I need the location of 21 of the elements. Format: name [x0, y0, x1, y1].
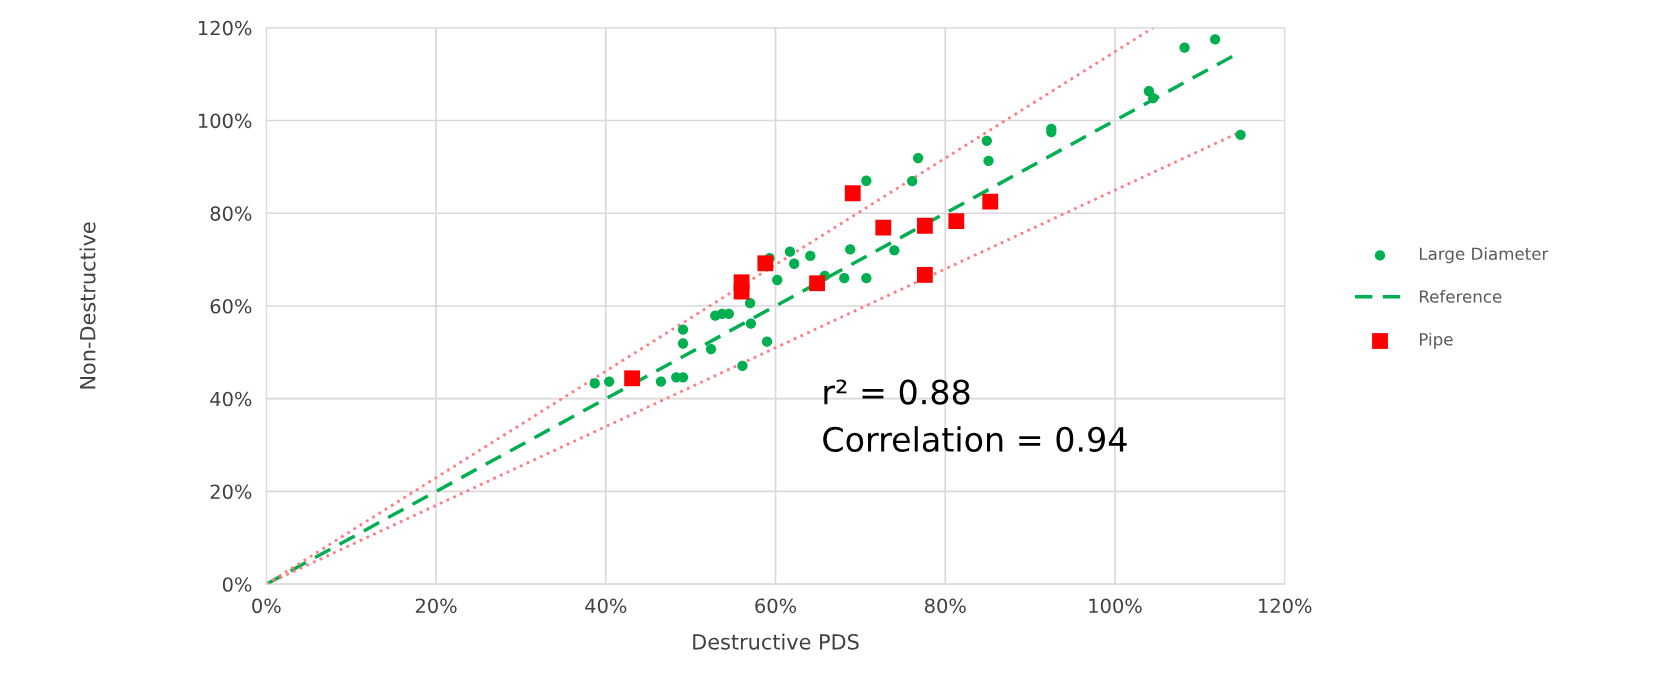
x-tick-label: 0%: [252, 598, 281, 614]
annotation: Correlation = 0.94: [823, 426, 1127, 452]
legend-label: Reference: [1419, 289, 1502, 303]
y-tick-label: 0%: [222, 577, 252, 592]
annotation: r² = 0.88: [824, 379, 970, 405]
y-tick-label: 60%: [210, 298, 252, 314]
x-tick-label: 40%: [585, 598, 627, 614]
y-tick-label: 120%: [198, 20, 252, 36]
legend-label: Large Diameter: [1419, 247, 1549, 264]
y-tick-label: 20%: [210, 484, 252, 500]
x-tick-label: 20%: [415, 598, 457, 614]
x-tick-label: 80%: [924, 598, 966, 614]
y-tick-label: 80%: [210, 206, 252, 221]
x-axis-title: Destructive PDS: [693, 633, 859, 650]
y-axis-title: Non-Destructive: [79, 222, 96, 389]
y-tick-label: 100%: [198, 113, 252, 129]
x-tick-label: 120%: [1259, 598, 1312, 614]
legend-label: Pipe: [1419, 332, 1453, 349]
x-tick-label: 60%: [755, 598, 797, 614]
y-tick-label: 40%: [210, 391, 252, 407]
x-tick-label: 100%: [1089, 598, 1142, 614]
